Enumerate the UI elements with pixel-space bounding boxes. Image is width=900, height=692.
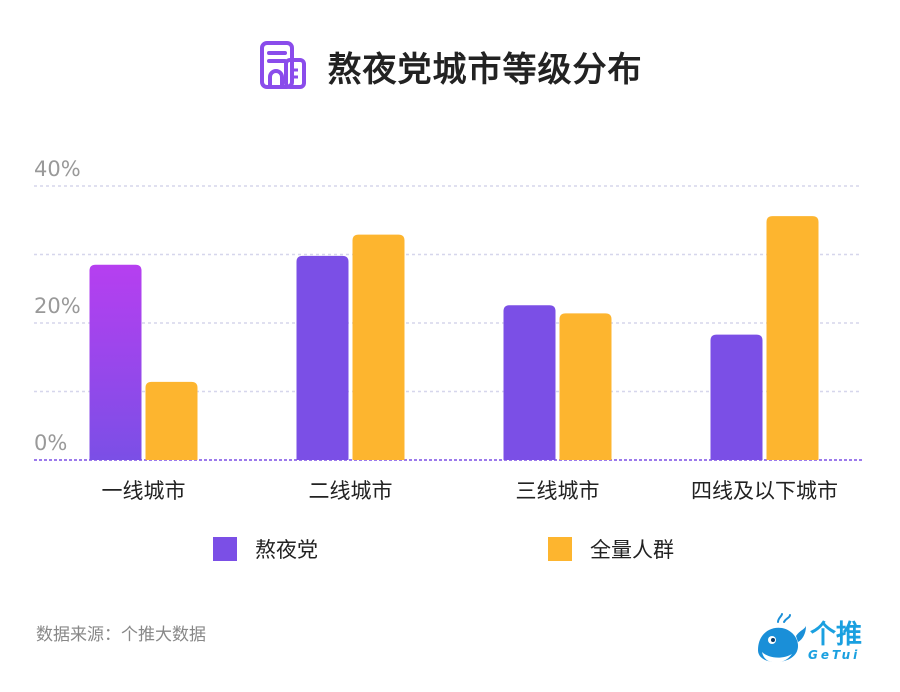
x-category-label-1: 一线城市 [102,479,186,503]
bar-series-2-cat-1 [145,381,198,460]
legend-swatch-series-2 [548,537,572,561]
chart-title: 熬夜党城市等级分布 [327,49,643,90]
whale-logo-icon [758,613,806,663]
data-source-note: 数据来源：个推大数据 [36,625,206,645]
bar-series-2-cat-3 [559,313,612,460]
bar-series-1-cat-1 [89,264,142,460]
building-icon [259,41,306,89]
title-area: 熬夜党城市等级分布 [0,38,900,94]
legend: 熬夜党 全量人群 [0,534,900,564]
logo-text: 个推 [810,620,863,650]
bar-chart: 0% 20% 40% 一线城市 二线城市 三线城市 四线及以下城市 [34,157,862,503]
legend-swatch-series-1 [213,537,237,561]
x-category-label-3: 三线城市 [516,479,600,503]
bar-series-2-cat-2 [352,234,405,460]
bar-series-1-cat-4 [710,334,763,460]
legend-label-series-2: 全量人群 [590,538,674,562]
legend-item-series-1: 熬夜党 [213,534,318,564]
logo-subtext: GeTui [808,648,861,662]
bar-series-1-cat-3 [503,305,556,460]
legend-item-series-2: 全量人群 [548,534,674,564]
getui-logo: 个推 GeTui [752,612,872,668]
bar-series-1-cat-2 [296,255,349,460]
y-tick-label-40: 40% [34,157,81,181]
y-tick-label-0: 0% [34,431,67,455]
bar-series-2-cat-4 [766,216,819,460]
x-category-label-2: 二线城市 [309,479,393,503]
legend-label-series-1: 熬夜党 [255,538,318,562]
y-tick-label-20: 20% [34,294,81,318]
x-category-label-4: 四线及以下城市 [691,479,838,503]
